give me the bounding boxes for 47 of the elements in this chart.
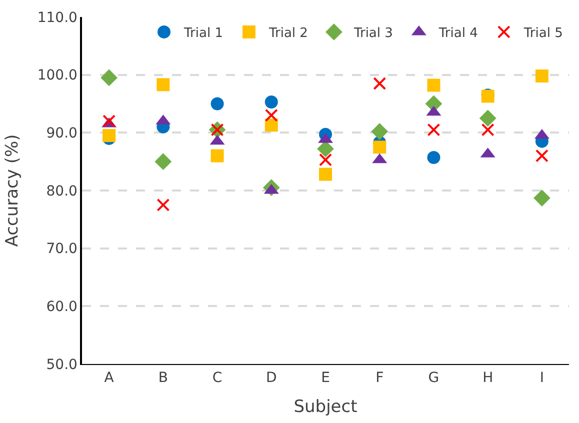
point <box>535 149 548 162</box>
point <box>264 118 278 132</box>
point <box>156 78 170 92</box>
point <box>319 153 332 166</box>
x-tick-label: I <box>540 370 544 386</box>
point <box>264 96 278 109</box>
y-axis-title: Accuracy (%) <box>2 134 22 247</box>
point <box>210 149 224 162</box>
y-tick-label: 80.0 <box>46 183 78 200</box>
x-tick-label: F <box>376 370 384 386</box>
legend-label: Trial 4 <box>438 26 478 42</box>
point <box>427 78 440 92</box>
point <box>533 190 550 206</box>
point <box>481 123 494 136</box>
y-tick-label: 110.0 <box>37 10 78 26</box>
point <box>479 110 496 127</box>
x-axis-title: Subject <box>294 397 358 418</box>
legend-label: Trial 3 <box>352 26 393 42</box>
point <box>535 69 548 82</box>
y-tick-label: 50.0 <box>46 356 78 373</box>
x-tick-label: A <box>104 370 114 386</box>
y-tick-label: 70.0 <box>46 241 78 258</box>
legend-label: Trial 2 <box>268 26 308 42</box>
point <box>264 108 278 122</box>
x-tick-label: E <box>321 370 330 386</box>
y-tick-label: 100.0 <box>37 68 78 84</box>
point <box>373 77 386 90</box>
point <box>154 153 172 170</box>
point <box>427 123 440 136</box>
point <box>102 129 116 142</box>
point <box>427 151 440 164</box>
legend-label: Trial 5 <box>522 26 563 42</box>
point <box>102 114 116 128</box>
point <box>210 97 224 110</box>
x-tick-label: D <box>266 370 277 386</box>
point <box>319 168 332 181</box>
point <box>373 140 386 154</box>
point <box>156 198 170 212</box>
point <box>100 69 118 86</box>
x-tick-label: G <box>428 370 440 386</box>
legend-label: Trial 1 <box>183 26 223 42</box>
y-tick-label: 60.0 <box>46 299 78 316</box>
y-tick-label: 90.0 <box>46 126 78 142</box>
point <box>371 123 388 140</box>
x-tick-label: C <box>212 370 222 386</box>
x-tick-label: B <box>158 370 168 386</box>
x-tick-label: H <box>482 370 494 386</box>
